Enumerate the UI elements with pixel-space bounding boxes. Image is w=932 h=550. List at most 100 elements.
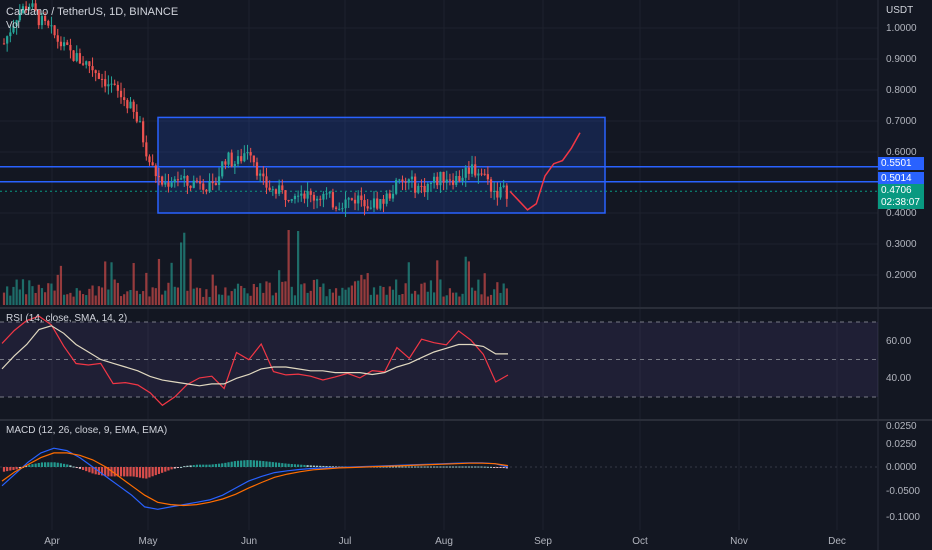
macd-histogram-bar <box>28 464 31 467</box>
macd-histogram-bar <box>81 467 85 470</box>
volume-bar <box>198 288 202 305</box>
candle-body <box>78 53 82 64</box>
macd-histogram-bar <box>119 467 123 477</box>
candle-body <box>44 15 47 21</box>
volume-bar <box>322 283 325 305</box>
volume-bar <box>420 283 423 305</box>
macd-histogram-bar <box>499 467 502 468</box>
candle-body <box>230 152 233 167</box>
macd-histogram-bar <box>464 466 467 468</box>
candle-body <box>198 181 202 184</box>
candle-body <box>442 171 445 183</box>
candle-body <box>202 183 205 190</box>
candle-body <box>205 189 208 192</box>
volume-bar <box>338 295 341 305</box>
candle-body <box>15 20 18 27</box>
macd-histogram-bar <box>66 464 69 467</box>
macd-histogram-bar <box>145 467 148 479</box>
macd-histogram-bar <box>94 467 97 475</box>
volume-bar <box>189 258 192 305</box>
candle-body <box>474 164 477 176</box>
macd-line <box>1 447 509 510</box>
candle-body <box>179 178 183 180</box>
candle-body <box>448 179 452 181</box>
macd-histogram-bar <box>53 462 56 467</box>
macd-histogram-bar <box>198 464 202 467</box>
countdown-tag: 02:38:07 <box>878 196 924 209</box>
macd-histogram-bar <box>404 466 407 468</box>
volume-bar <box>107 289 110 305</box>
volume-bar <box>496 282 499 305</box>
volume-bar <box>151 287 154 305</box>
macd-histogram-bar <box>451 466 455 468</box>
volume-bar <box>154 288 157 305</box>
macd-histogram-bar <box>167 467 170 471</box>
volume-bar <box>142 291 145 305</box>
volume-bar <box>451 292 455 305</box>
macd-histogram-bar <box>202 464 205 467</box>
candle-body <box>255 162 259 176</box>
candle-body <box>189 185 192 188</box>
volume-bar <box>423 282 426 305</box>
volume-bar <box>123 294 126 305</box>
candle-body <box>97 73 100 79</box>
candle-body <box>464 167 467 178</box>
candle-body <box>173 179 176 183</box>
macd-histogram-bar <box>423 466 426 468</box>
volume-bar <box>148 296 151 305</box>
time-tick: Oct <box>632 536 648 547</box>
macd-histogram-bar <box>34 463 37 467</box>
macd-tick: 0.0250 <box>886 439 917 450</box>
volume-bar <box>376 294 379 305</box>
volume-bar <box>502 283 505 305</box>
macd-histogram-bar <box>129 467 132 477</box>
volume-bar <box>480 294 483 305</box>
candle-body <box>66 42 69 45</box>
macd-histogram-bar <box>85 467 88 472</box>
candle-body <box>59 41 63 47</box>
candle-body <box>404 181 407 183</box>
candle-body <box>379 199 382 209</box>
candle-body <box>243 153 246 162</box>
candle-body <box>167 182 170 187</box>
candle-body <box>278 185 281 194</box>
volume-bar <box>97 286 100 305</box>
volume-bar <box>224 287 227 305</box>
candle-body <box>328 192 331 194</box>
volume-bar <box>72 296 75 305</box>
price-tick: 0.4000 <box>886 208 917 219</box>
macd-histogram-bar <box>31 464 34 467</box>
candle-body <box>357 195 360 204</box>
candle-body <box>432 176 436 183</box>
volume-bar <box>344 289 347 305</box>
macd-histogram-bar <box>6 467 9 472</box>
candle-body <box>262 173 265 177</box>
volume-bar <box>246 293 249 305</box>
volume-bar <box>325 296 328 305</box>
macd-histogram-bar <box>176 467 180 468</box>
volume-bar <box>145 272 148 305</box>
volume-bar <box>25 294 28 305</box>
volume-bar <box>290 286 293 305</box>
candle-body <box>183 175 186 179</box>
macd-histogram-bar <box>2 467 6 472</box>
macd-histogram-bar <box>410 466 414 468</box>
volume-bar <box>66 294 69 305</box>
macd-histogram-bar <box>132 467 135 477</box>
candle-body <box>47 20 50 26</box>
volume-bar <box>186 290 189 305</box>
volume-bar <box>31 286 34 305</box>
volume-bar <box>477 279 480 305</box>
candle-body <box>502 185 505 187</box>
volume-bar <box>6 286 9 305</box>
candle-body <box>312 194 316 201</box>
volume-bar <box>104 261 107 305</box>
volume-bar <box>274 292 278 305</box>
candle-body <box>40 15 44 26</box>
volume-bar <box>217 294 221 305</box>
volume-bar <box>312 279 316 305</box>
macd-histogram-bar <box>328 466 331 468</box>
price-tick: 0.6000 <box>886 147 917 158</box>
macd-histogram-bar <box>233 461 236 467</box>
